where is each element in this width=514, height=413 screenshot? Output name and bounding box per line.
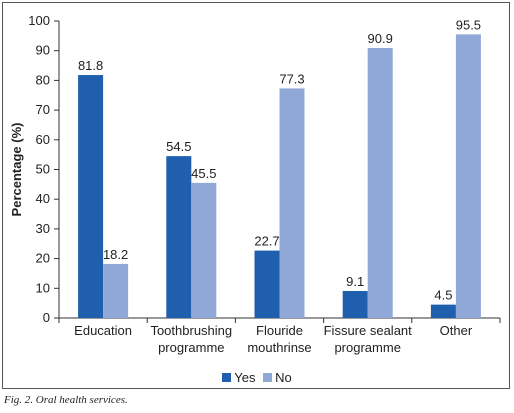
y-tick-label: 60 — [36, 132, 50, 147]
data-label: 9.1 — [346, 274, 364, 289]
y-tick-label: 70 — [36, 102, 50, 117]
data-label: 45.5 — [191, 166, 216, 181]
bar-no — [455, 34, 481, 319]
bar-yes — [78, 75, 104, 318]
y-tick-label: 20 — [36, 251, 50, 266]
y-tick-label: 30 — [36, 221, 50, 236]
data-label: 4.5 — [434, 288, 452, 303]
x-category-label: Flouride — [256, 323, 303, 338]
x-category-label: Education — [74, 323, 132, 338]
y-tick-label: 80 — [36, 72, 50, 87]
data-label: 95.5 — [456, 17, 481, 32]
y-tick-label: 10 — [36, 280, 50, 295]
bar-no — [279, 88, 305, 318]
bar-no — [191, 182, 217, 318]
y-tick-label: 0 — [43, 310, 50, 325]
bar-yes — [342, 290, 368, 318]
x-category-label: Fissure sealant — [324, 323, 413, 338]
legend-label-yes: Yes — [234, 370, 256, 385]
x-category-label: mouthrinse — [247, 340, 311, 355]
chart-frame — [2, 2, 510, 389]
legend-label-no: No — [275, 370, 292, 385]
data-label: 81.8 — [78, 58, 103, 73]
bar-yes — [254, 250, 280, 318]
x-category-label: Other — [440, 323, 473, 338]
bar-no — [367, 48, 393, 318]
bar-no — [103, 263, 129, 318]
y-tick-label: 40 — [36, 191, 50, 206]
y-tick-label: 50 — [36, 162, 50, 177]
data-label: 18.2 — [103, 247, 128, 262]
bar-yes — [166, 156, 192, 318]
data-label: 54.5 — [166, 139, 191, 154]
legend-item-yes: Yes — [222, 370, 255, 385]
x-category-label: programme — [158, 340, 224, 355]
legend-item-no: No — [263, 370, 292, 385]
y-axis-title: Percentage (%) — [9, 123, 24, 217]
data-label: 77.3 — [279, 71, 304, 86]
figure-caption: Fig. 2. Oral health services. — [4, 394, 128, 406]
data-label: 90.9 — [368, 31, 393, 46]
x-category-label: programme — [334, 340, 400, 355]
x-category-label: Toothbrushing — [150, 323, 232, 338]
data-label: 22.7 — [254, 234, 279, 249]
legend-swatch-yes — [222, 373, 232, 382]
bar-yes — [430, 304, 456, 318]
y-tick-label: 90 — [36, 43, 50, 58]
y-tick-label: 100 — [28, 13, 50, 28]
legend-swatch-no — [263, 373, 273, 382]
legend: Yes No — [0, 370, 514, 385]
